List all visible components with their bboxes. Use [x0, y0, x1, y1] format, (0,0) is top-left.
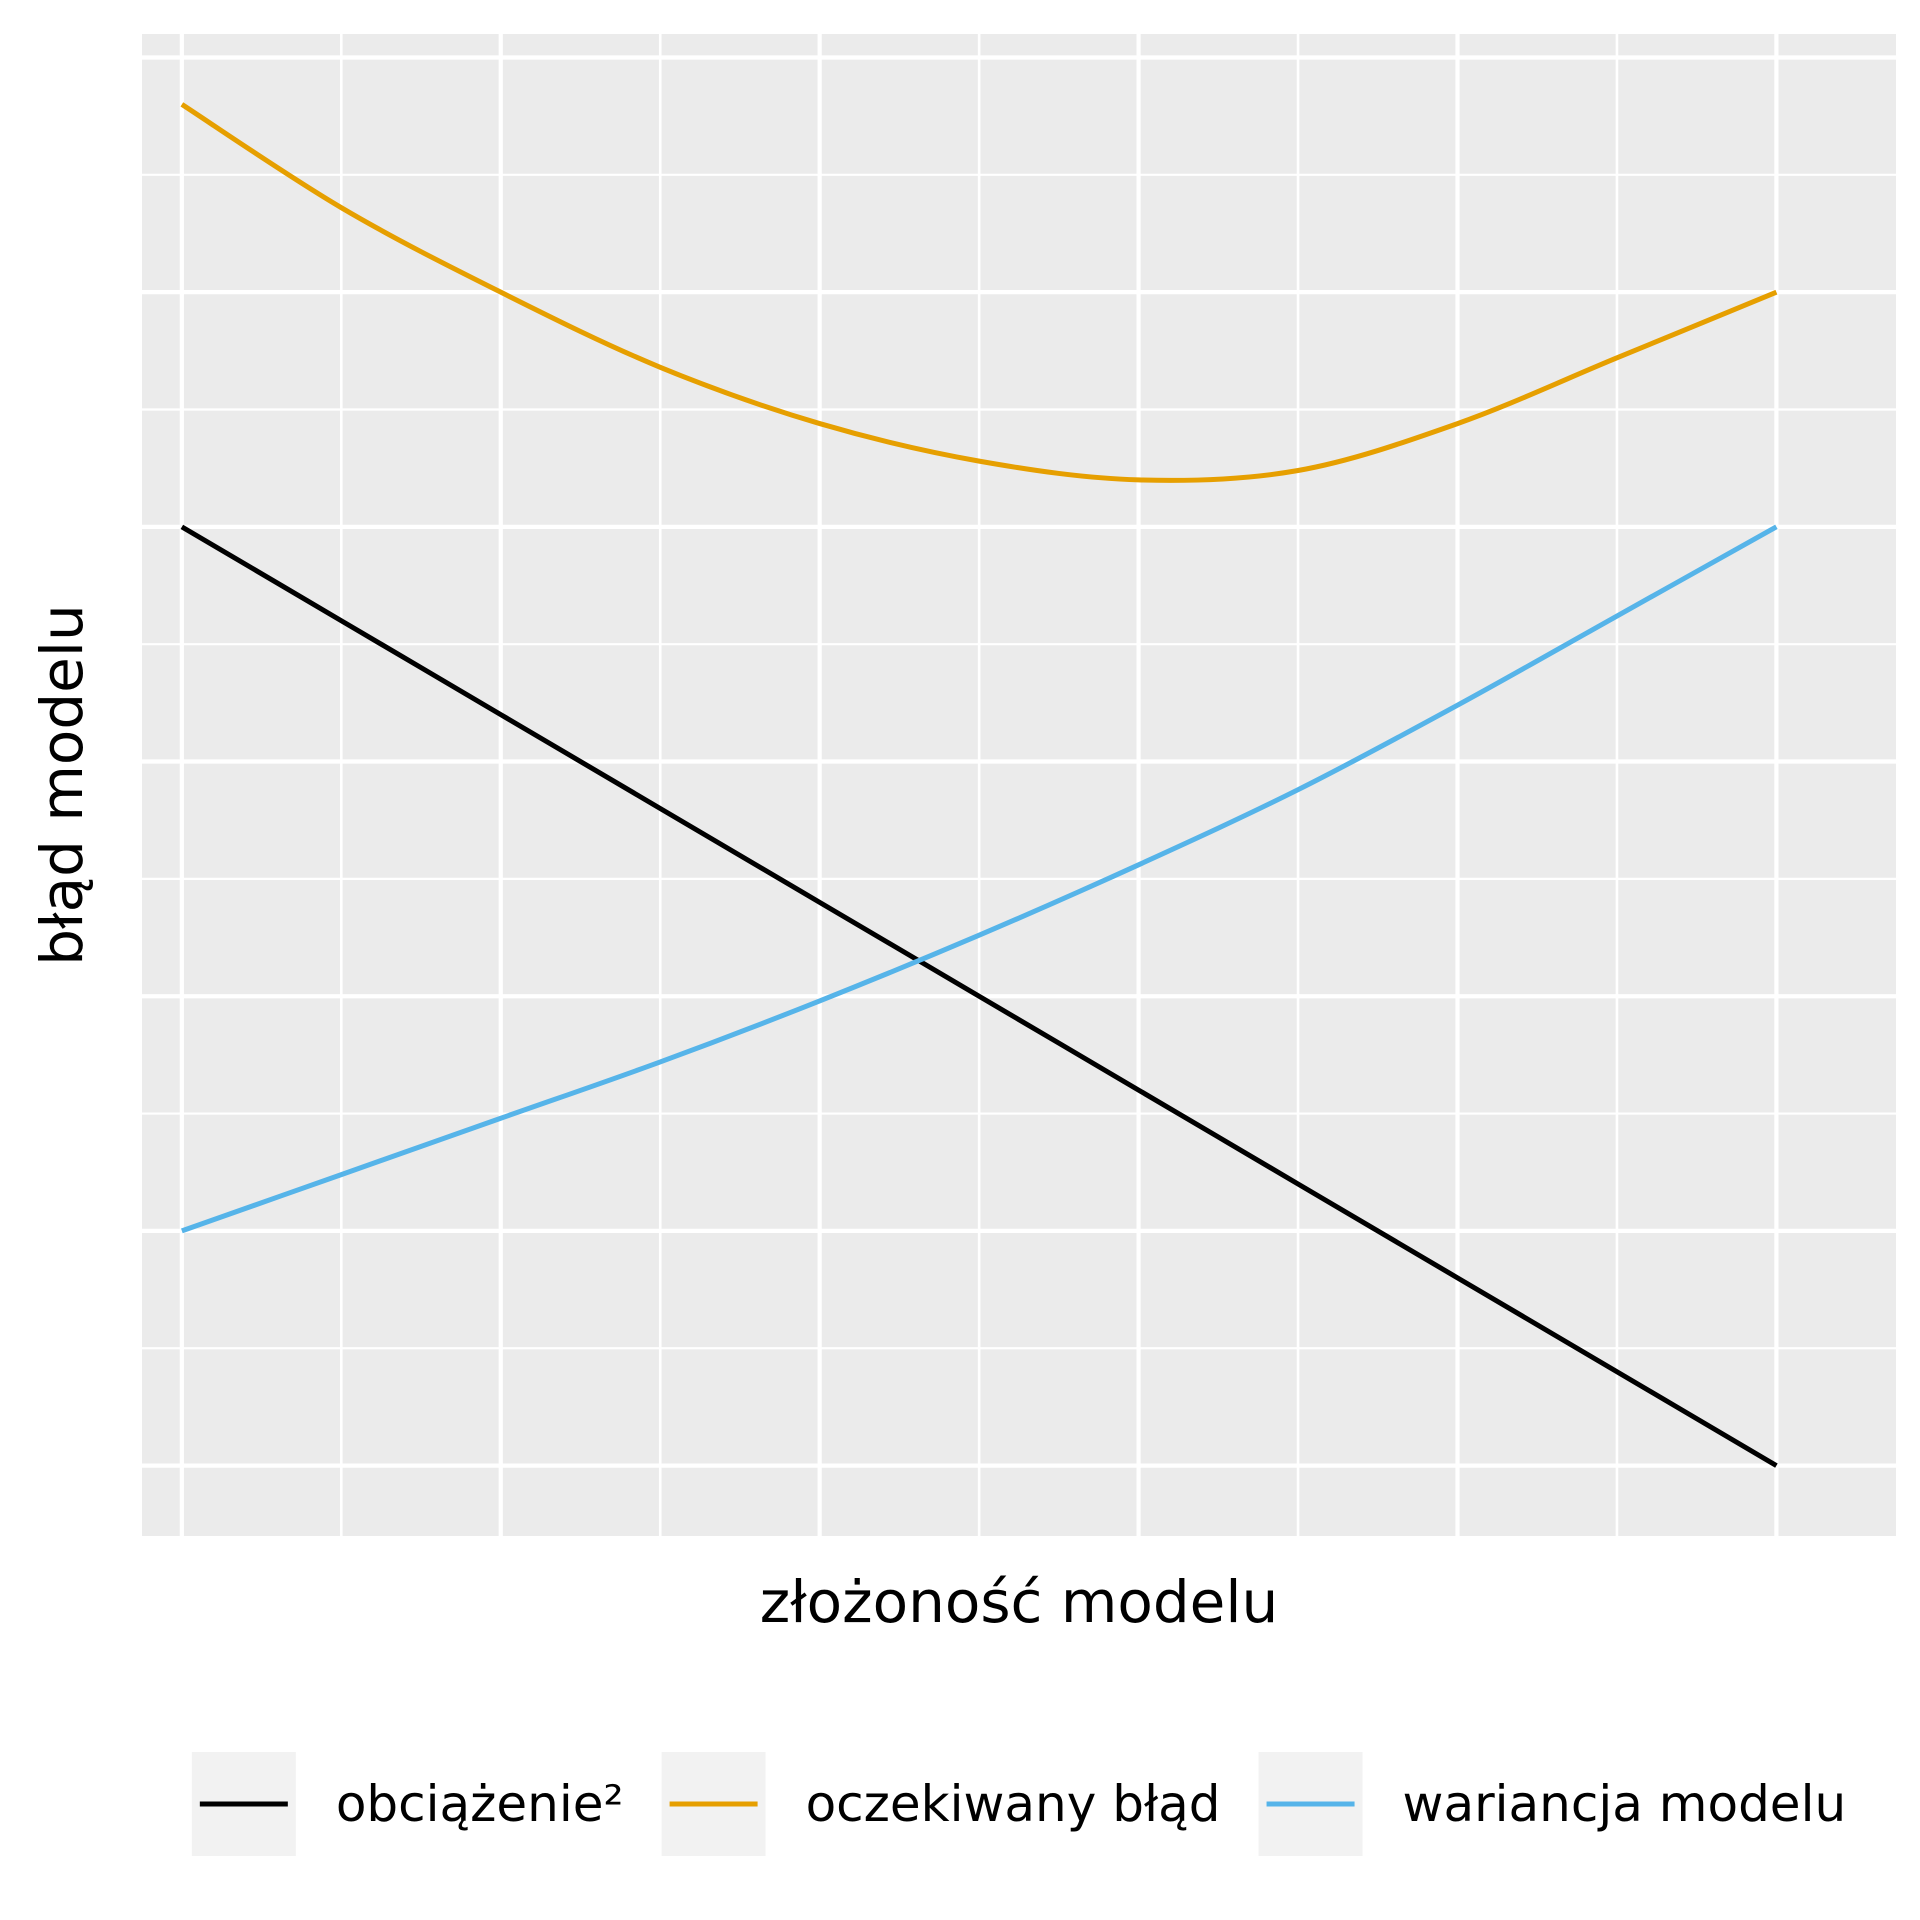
series-line-model-variance	[181, 524, 1778, 1234]
series-line-expected-error	[180, 102, 1778, 483]
legend-label: oczekiwany błąd	[806, 1775, 1221, 1833]
grid-layer	[142, 34, 1896, 1536]
legend-label: obciążenie²	[336, 1775, 624, 1833]
legend-label: wariancja modelu	[1403, 1775, 1847, 1833]
plot-panel	[142, 34, 1896, 1536]
x-axis-title: złożoność modelu	[760, 1568, 1279, 1636]
series-line-bias-squared	[180, 524, 1778, 1468]
series-layer	[180, 102, 1778, 1468]
y-axis-title: błąd modelu	[28, 604, 96, 965]
legend: obciążenie² oczekiwany błąd wariancja mode…	[191, 1752, 1847, 1856]
